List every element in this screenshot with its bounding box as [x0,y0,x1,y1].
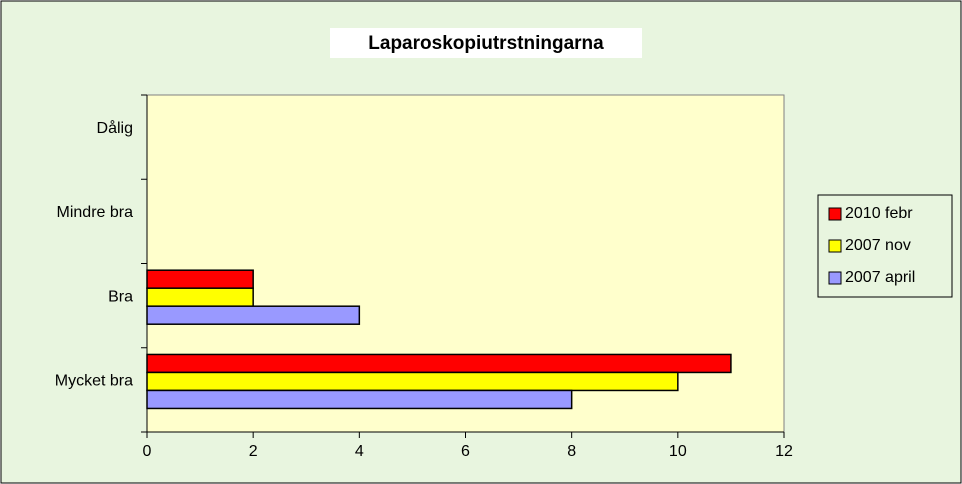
bar [146,269,254,289]
legend-swatch [828,271,842,285]
y-tick-label: Bra [108,288,133,305]
legend-swatch [828,239,842,253]
bar [146,353,732,374]
x-tick-label: 2 [249,443,258,460]
x-tick-label: 10 [669,443,687,460]
bar [146,389,573,410]
x-tick-label: 6 [461,443,470,460]
legend-label: 2007 nov [845,237,911,254]
x-tick-label: 8 [567,443,576,460]
x-tick-label: 0 [143,443,152,460]
y-tick-label: Mindre bra [57,204,134,221]
chart-title: Laparoskopiutrstningarna [368,33,604,54]
bar [146,371,679,392]
y-tick-label: Dålig [97,119,133,137]
bar [146,287,254,307]
x-tick-label: 4 [355,443,364,460]
y-tick-label: Mycket bra [55,373,133,390]
x-tick-label: 12 [775,443,793,460]
title-background [330,28,642,58]
legend-label: 2007 april [845,269,915,286]
bar [146,305,361,325]
legend-swatch [828,207,842,221]
legend-label: 2010 febr [845,205,913,222]
